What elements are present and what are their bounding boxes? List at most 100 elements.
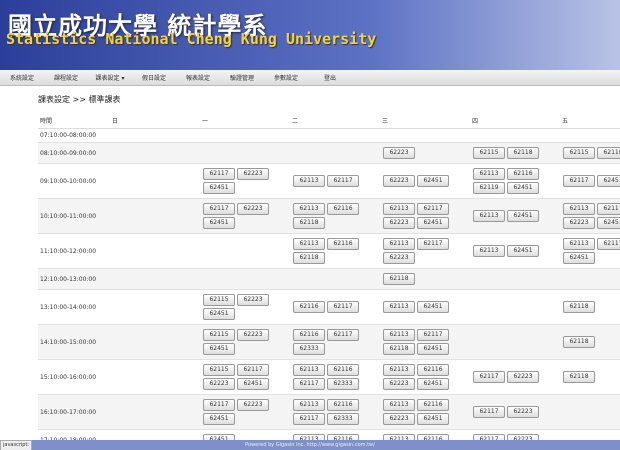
course-button[interactable]: 62117 [327, 329, 359, 341]
course-button[interactable]: 62223 [383, 175, 415, 187]
course-button[interactable]: 62223 [383, 217, 415, 229]
nav-item[interactable]: 系統設定 [9, 75, 34, 82]
course-button[interactable]: 62113 [563, 238, 595, 250]
course-button[interactable]: 62223 [507, 371, 539, 383]
course-button[interactable]: 62451 [507, 182, 539, 194]
course-button[interactable]: 62117 [597, 203, 620, 215]
course-button[interactable]: 62118 [563, 336, 595, 348]
course-button[interactable]: 62223 [383, 252, 415, 264]
course-button[interactable]: 62113 [293, 238, 325, 250]
course-button[interactable]: 62113 [383, 364, 415, 376]
course-button[interactable]: 62113 [293, 175, 325, 187]
course-button[interactable]: 62223 [383, 147, 415, 159]
course-button[interactable]: 62451 [417, 343, 449, 355]
course-button[interactable]: 62116 [507, 168, 539, 180]
course-button[interactable]: 62116 [417, 399, 449, 411]
course-button[interactable]: 62451 [597, 217, 620, 229]
course-button[interactable]: 62117 [293, 378, 325, 390]
course-button[interactable]: 62451 [203, 308, 235, 320]
course-button[interactable]: 62223 [237, 399, 269, 411]
course-button[interactable]: 62113 [473, 245, 505, 257]
course-button[interactable]: 62223 [237, 203, 269, 215]
course-button[interactable]: 62223 [203, 378, 235, 390]
course-button[interactable]: 62113 [473, 168, 505, 180]
course-button[interactable]: 62116 [327, 203, 359, 215]
course-button[interactable]: 62451 [507, 210, 539, 222]
course-button[interactable]: 62117 [473, 406, 505, 418]
course-button[interactable]: 62115 [203, 294, 235, 306]
course-button[interactable]: 62118 [507, 147, 539, 159]
course-button[interactable]: 62116 [293, 301, 325, 313]
course-button[interactable]: 62117 [417, 238, 449, 250]
course-button[interactable]: 62333 [293, 343, 325, 355]
course-button[interactable]: 62113 [383, 301, 415, 313]
course-button[interactable]: 62118 [597, 147, 620, 159]
course-button[interactable]: 62113 [293, 364, 325, 376]
course-button[interactable]: 62223 [507, 406, 539, 418]
course-button[interactable]: 62118 [563, 371, 595, 383]
course-button[interactable]: 62116 [327, 238, 359, 250]
course-button[interactable]: 62451 [417, 175, 449, 187]
course-button[interactable]: 62451 [417, 217, 449, 229]
course-button[interactable]: 62117 [293, 413, 325, 425]
course-button[interactable]: 62113 [383, 399, 415, 411]
course-button[interactable]: 62223 [237, 294, 269, 306]
course-button[interactable]: 62117 [203, 399, 235, 411]
course-button[interactable]: 62117 [417, 203, 449, 215]
course-button[interactable]: 62451 [597, 175, 620, 187]
course-button[interactable]: 62116 [327, 399, 359, 411]
course-button[interactable]: 62333 [327, 413, 359, 425]
course-button[interactable]: 62113 [293, 399, 325, 411]
course-button[interactable]: 62113 [383, 238, 415, 250]
course-button[interactable]: 62118 [383, 343, 415, 355]
course-button[interactable]: 62118 [563, 301, 595, 313]
course-button[interactable]: 62223 [237, 329, 269, 341]
nav-item[interactable]: 驗證管理 [229, 75, 254, 82]
nav-item[interactable]: 課程設定 [53, 75, 78, 82]
course-button[interactable]: 62451 [417, 301, 449, 313]
nav-item[interactable]: 登出 [323, 75, 336, 82]
course-button[interactable]: 62451 [203, 413, 235, 425]
course-button[interactable]: 62333 [327, 378, 359, 390]
course-button[interactable]: 62116 [327, 364, 359, 376]
course-button[interactable]: 62113 [293, 203, 325, 215]
course-button[interactable]: 62451 [203, 217, 235, 229]
course-button[interactable]: 62117 [597, 238, 620, 250]
course-button[interactable]: 62451 [203, 182, 235, 194]
course-button[interactable]: 62223 [383, 413, 415, 425]
course-button[interactable]: 62117 [327, 175, 359, 187]
course-button[interactable]: 62223 [383, 378, 415, 390]
nav-item[interactable]: 參數設定 [273, 75, 298, 82]
course-button[interactable]: 62451 [417, 413, 449, 425]
nav-item[interactable]: 報表設定 [185, 75, 210, 82]
course-button[interactable]: 62113 [383, 203, 415, 215]
course-button[interactable]: 62117 [327, 301, 359, 313]
course-button[interactable]: 62451 [507, 245, 539, 257]
course-button[interactable]: 62117 [473, 371, 505, 383]
course-button[interactable]: 62117 [237, 364, 269, 376]
nav-item[interactable]: 課表設定 ▾ [95, 75, 125, 82]
course-button[interactable]: 62119 [473, 182, 505, 194]
course-button[interactable]: 62118 [383, 273, 415, 285]
course-button[interactable]: 62223 [563, 217, 595, 229]
course-button[interactable]: 62115 [563, 147, 595, 159]
course-button[interactable]: 62116 [417, 364, 449, 376]
nav-item[interactable]: 假日設定 [141, 75, 166, 82]
course-button[interactable]: 62113 [473, 210, 505, 222]
course-button[interactable]: 62451 [417, 378, 449, 390]
course-button[interactable]: 62117 [203, 203, 235, 215]
course-button[interactable]: 62451 [237, 378, 269, 390]
course-button[interactable]: 62117 [417, 329, 449, 341]
course-button[interactable]: 62115 [473, 147, 505, 159]
course-button[interactable]: 62223 [237, 168, 269, 180]
course-button[interactable]: 62113 [563, 203, 595, 215]
course-button[interactable]: 62451 [563, 252, 595, 264]
course-button[interactable]: 62117 [203, 168, 235, 180]
course-button[interactable]: 62118 [293, 252, 325, 264]
course-button[interactable]: 62116 [293, 329, 325, 341]
course-button[interactable]: 62115 [203, 329, 235, 341]
course-button[interactable]: 62113 [383, 329, 415, 341]
course-button[interactable]: 62115 [203, 364, 235, 376]
course-button[interactable]: 62117 [563, 175, 595, 187]
course-button[interactable]: 62451 [203, 343, 235, 355]
